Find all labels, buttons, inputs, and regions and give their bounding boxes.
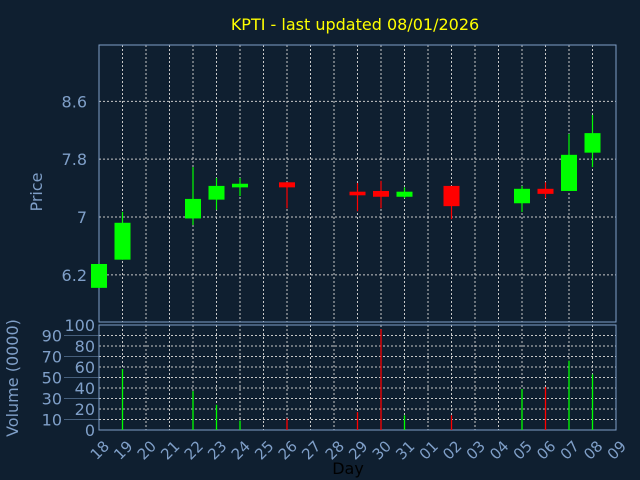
x-tick-label: 24 xyxy=(228,437,254,463)
volume-tick-label: 100 xyxy=(64,316,95,335)
volume-tick-label: 20 xyxy=(75,400,95,419)
candle-body xyxy=(185,198,201,219)
candle-body xyxy=(537,188,554,194)
candle-body xyxy=(232,183,248,188)
volume-tick-label: 30 xyxy=(42,390,62,409)
candle-body xyxy=(443,185,460,207)
price-tick-label: 6.2 xyxy=(62,266,87,285)
price-plot-frame xyxy=(98,44,617,323)
x-axis-label: Day xyxy=(332,459,364,478)
volume-tick-label: 10 xyxy=(42,411,62,430)
x-tick-label: 20 xyxy=(134,437,160,463)
volume-tick-label: 70 xyxy=(42,348,62,367)
x-tick-label: 18 xyxy=(87,437,113,463)
candle-body xyxy=(373,190,389,197)
candle-body xyxy=(561,154,577,191)
candle-body xyxy=(514,188,530,204)
x-tick-label: 06 xyxy=(533,437,559,463)
volume-tick-label: 90 xyxy=(42,327,62,346)
x-tick-label: 25 xyxy=(251,437,277,463)
x-tick-label: 26 xyxy=(275,437,301,463)
x-tick-label: 31 xyxy=(392,437,418,463)
candle-body xyxy=(396,191,413,197)
x-tick-label: 02 xyxy=(439,437,465,463)
candle-body xyxy=(114,222,131,260)
x-tick-label: 23 xyxy=(204,437,230,463)
x-tick-label: 09 xyxy=(604,437,630,463)
volume-axis-label: Volume (0000) xyxy=(3,319,22,437)
candle-body xyxy=(208,185,225,200)
price-axis-label: Price xyxy=(27,172,46,211)
candle-body xyxy=(91,263,107,288)
x-tick-label: 03 xyxy=(463,437,489,463)
x-tick-label: 07 xyxy=(557,437,583,463)
volume-tick-label: 60 xyxy=(75,358,95,377)
candle-body xyxy=(279,182,295,188)
chart-title: KPTI - last updated 08/01/2026 xyxy=(231,15,479,34)
x-tick-label: 05 xyxy=(510,437,536,463)
volume-tick-label: 50 xyxy=(42,369,62,388)
x-tick-label: 30 xyxy=(369,437,395,463)
x-tick-label: 19 xyxy=(110,437,136,463)
volume-tick-label: 80 xyxy=(75,337,95,356)
x-tick-label: 22 xyxy=(181,437,207,463)
x-tick-label: 04 xyxy=(486,437,512,463)
x-tick-label: 27 xyxy=(298,437,324,463)
volume-tick-label: 40 xyxy=(75,379,95,398)
price-tick-label: 8.6 xyxy=(62,92,87,111)
x-tick-label: 01 xyxy=(416,437,442,463)
price-tick-label: 7 xyxy=(77,208,87,227)
x-tick-label: 08 xyxy=(580,437,606,463)
price-tick-label: 7.8 xyxy=(62,150,87,169)
volume-tick-label: 0 xyxy=(85,421,95,440)
candle-body xyxy=(584,133,601,153)
candle-body xyxy=(349,191,366,196)
x-tick-label: 21 xyxy=(157,437,183,463)
